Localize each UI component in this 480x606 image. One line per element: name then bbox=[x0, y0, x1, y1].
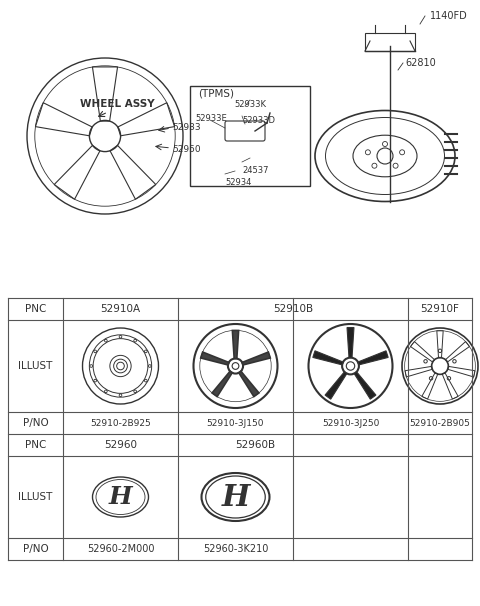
Text: 52933K: 52933K bbox=[234, 100, 266, 109]
Text: 1140FD: 1140FD bbox=[430, 11, 468, 21]
Text: 52933: 52933 bbox=[172, 124, 201, 133]
Polygon shape bbox=[212, 371, 232, 396]
Text: 52960-3K210: 52960-3K210 bbox=[203, 544, 268, 554]
Polygon shape bbox=[239, 371, 259, 396]
Text: 52960B: 52960B bbox=[236, 440, 276, 450]
Text: 52910-2B905: 52910-2B905 bbox=[409, 419, 470, 427]
Text: WHEEL ASSY: WHEEL ASSY bbox=[80, 99, 154, 109]
Text: 52910-2B925: 52910-2B925 bbox=[90, 419, 151, 427]
Bar bbox=[365, 33, 415, 51]
Text: 52910F: 52910F bbox=[420, 304, 459, 314]
Text: 52910B: 52910B bbox=[273, 304, 313, 314]
Text: 52950: 52950 bbox=[172, 145, 201, 155]
Text: 52910-3J250: 52910-3J250 bbox=[322, 419, 379, 427]
Polygon shape bbox=[358, 351, 388, 365]
Text: 52960-2M000: 52960-2M000 bbox=[87, 544, 154, 554]
Polygon shape bbox=[325, 372, 347, 399]
Polygon shape bbox=[354, 372, 376, 399]
Text: P/NO: P/NO bbox=[23, 544, 48, 554]
Text: 52934: 52934 bbox=[225, 178, 252, 187]
Text: 52960: 52960 bbox=[104, 440, 137, 450]
Text: PNC: PNC bbox=[25, 440, 46, 450]
Text: ILLUST: ILLUST bbox=[18, 361, 53, 371]
Text: PNC: PNC bbox=[25, 304, 46, 314]
Polygon shape bbox=[347, 327, 354, 358]
Text: H: H bbox=[108, 485, 132, 509]
Polygon shape bbox=[201, 352, 229, 365]
Text: 52910-3J150: 52910-3J150 bbox=[207, 419, 264, 427]
Text: 52933D: 52933D bbox=[242, 116, 275, 125]
Text: P/NO: P/NO bbox=[23, 418, 48, 428]
Text: (TPMS): (TPMS) bbox=[198, 88, 234, 98]
Polygon shape bbox=[242, 352, 270, 365]
Text: 52910A: 52910A bbox=[100, 304, 141, 314]
Polygon shape bbox=[313, 351, 343, 365]
Text: ILLUST: ILLUST bbox=[18, 492, 53, 502]
Text: 52933E: 52933E bbox=[195, 114, 227, 123]
Text: 62810: 62810 bbox=[405, 58, 436, 68]
Polygon shape bbox=[232, 330, 239, 359]
Text: 24537: 24537 bbox=[242, 166, 268, 175]
Text: H: H bbox=[221, 482, 250, 511]
